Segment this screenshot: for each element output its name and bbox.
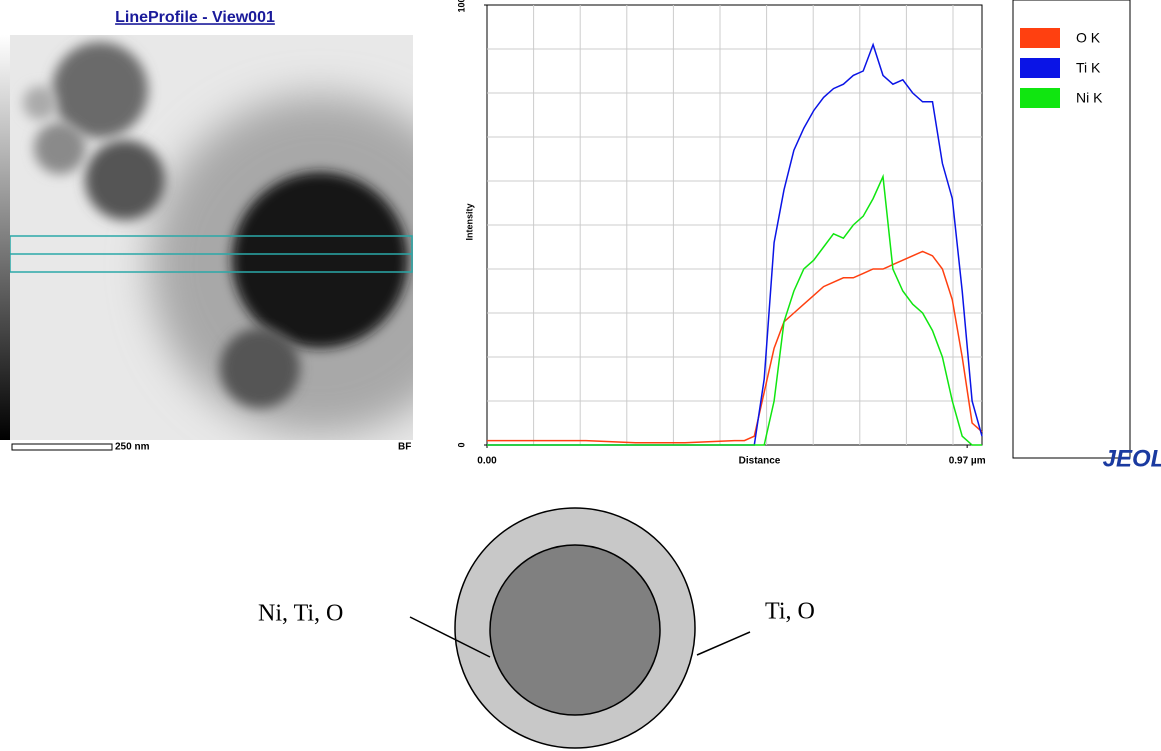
scale-bar — [11, 443, 113, 451]
logo: JEOL — [1103, 445, 1161, 472]
scale-label: 250 nm — [115, 442, 150, 453]
data-line — [487, 173, 982, 446]
legend-swatch — [1020, 88, 1060, 108]
line-profile-chart: 0 100 0.00 0.97 µm Distance Intensity — [456, 0, 985, 467]
tem-image — [10, 35, 413, 440]
legend: O K Ti K Ni K — [1020, 28, 1103, 108]
image-title[interactable]: LineProfile - View001 — [115, 9, 275, 26]
data-line — [487, 250, 983, 444]
core-label: Ni, Ti, O — [258, 601, 343, 627]
pointer — [409, 616, 491, 658]
legend-swatch — [1020, 58, 1060, 78]
x-tick-label: 0.00 — [477, 456, 497, 467]
shell-label: Ti, O — [765, 599, 815, 625]
schematic — [409, 507, 751, 749]
legend-swatch — [1020, 28, 1060, 48]
y-tick-label: 100 — [456, 0, 466, 13]
y-axis-label: Intensity — [464, 203, 474, 240]
x-axis-label: Distance — [739, 456, 781, 467]
y-tick-label: 0 — [456, 442, 466, 447]
gray-scale-bar — [0, 35, 10, 440]
legend-label: O K — [1076, 30, 1101, 46]
x-tick-label: 0.97 µm — [949, 456, 986, 467]
legend-label: Ni K — [1076, 90, 1103, 106]
pointer — [696, 631, 751, 656]
core — [489, 544, 661, 716]
legend-label: Ti K — [1076, 60, 1101, 76]
mode-label: BF — [398, 442, 411, 453]
